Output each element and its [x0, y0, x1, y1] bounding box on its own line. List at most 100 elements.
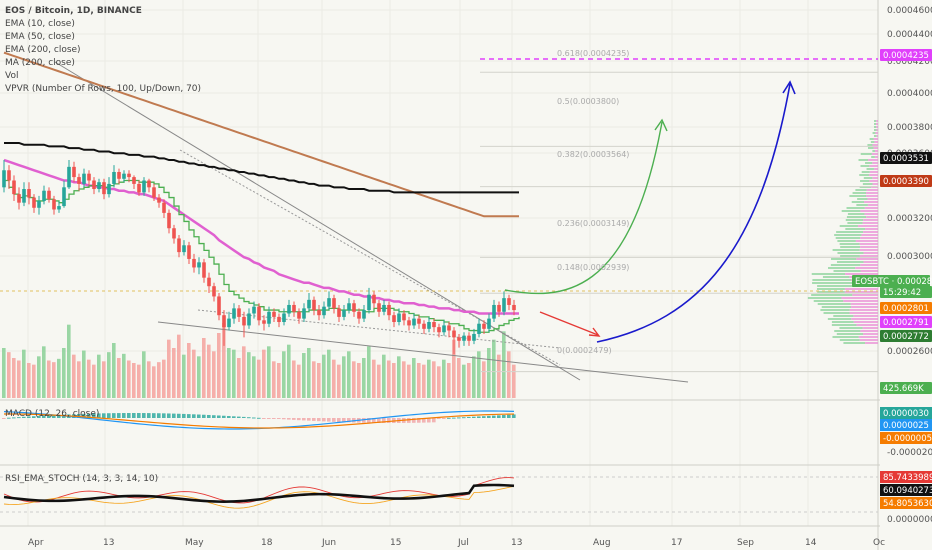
- vpvr-up: [851, 201, 865, 203]
- candle-body: [327, 298, 331, 307]
- vpvr-up: [860, 180, 870, 182]
- macd-hist-bar: [192, 414, 196, 418]
- price-badge-text: 0.0002772: [883, 332, 929, 342]
- vpvr-down: [841, 297, 878, 299]
- macd-hist-bar: [82, 413, 86, 418]
- macd-hist-bar: [502, 415, 506, 418]
- macd-hist-bar: [202, 414, 206, 418]
- price-tick: 0.00026000: [887, 347, 932, 357]
- candle-body: [287, 304, 291, 314]
- vpvr-up: [817, 291, 845, 293]
- vpvr-up: [874, 135, 877, 137]
- volume-bar: [277, 363, 281, 398]
- volume-bar: [347, 351, 351, 398]
- volume-bars: [2, 323, 516, 398]
- volume-bar: [412, 358, 416, 398]
- macd-hist-bar: [462, 417, 466, 419]
- volume-bar: [322, 354, 326, 398]
- time-tick: 18: [261, 538, 273, 548]
- price-tick: 0.00040000: [887, 89, 932, 99]
- vpvr-down: [863, 252, 878, 254]
- volume-bar: [52, 362, 56, 398]
- volume-bar: [287, 344, 291, 398]
- macd-hist-bar: [262, 418, 266, 419]
- candle-body: [252, 306, 256, 314]
- candles: [2, 160, 516, 355]
- vpvr-down: [855, 240, 878, 242]
- vpvr-down: [872, 162, 878, 164]
- vpvr-down: [863, 333, 878, 335]
- vpvr-down: [866, 189, 878, 191]
- volume-bar: [62, 348, 66, 398]
- volume-bar: [422, 364, 426, 398]
- macd-hist-bar: [142, 413, 146, 418]
- time-axis[interactable]: Apr 13 May 18 Jun 15 Jul 13 Aug 17 Sep 1…: [28, 538, 885, 548]
- candle-body: [142, 180, 146, 193]
- candle-body: [62, 187, 66, 207]
- macd-hist-bar: [177, 413, 181, 418]
- macd-badge-text: 0.0000030: [883, 409, 929, 419]
- candle-body: [402, 313, 406, 321]
- volume-bar: [42, 346, 46, 398]
- volume-bar: [302, 353, 306, 398]
- macd-title: MACD (12, 26, close): [5, 409, 99, 419]
- volume-bar: [377, 364, 381, 398]
- volume-bar: [272, 361, 276, 398]
- vpvr-down: [849, 312, 878, 314]
- volume-bar: [437, 366, 441, 398]
- candle-body: [82, 173, 86, 184]
- macd-hist-bar: [372, 418, 376, 423]
- vpvr-down: [869, 171, 878, 173]
- volume-bar: [337, 364, 341, 398]
- volume-bar: [142, 351, 146, 398]
- volume-bar: [242, 346, 246, 398]
- macd-hist-bar: [327, 418, 331, 422]
- macd-hist-bar: [427, 418, 431, 423]
- macd-hist-bar: [307, 418, 311, 421]
- rsi-tick: 0.0000000: [887, 515, 932, 525]
- fib-labels: 0.618(0.0004235) 0.5(0.0003800) 0.382(0.…: [557, 49, 629, 355]
- volume-bar: [152, 366, 156, 398]
- vpvr-down: [853, 315, 878, 317]
- grid: [0, 0, 878, 526]
- vpvr-up: [855, 189, 867, 191]
- volume-bar: [407, 364, 411, 398]
- vpvr-down: [865, 228, 878, 230]
- volume-bar: [77, 361, 81, 398]
- price-badge-text: 0.0003531: [883, 154, 929, 164]
- volume-bar: [447, 363, 451, 398]
- candle-body: [432, 322, 436, 328]
- vpvr-down: [865, 195, 878, 197]
- macd-badge-text: 0.0000025: [883, 421, 929, 431]
- volume-bar: [492, 339, 496, 398]
- vpvr-down: [853, 321, 878, 323]
- rsi-ema-line: [3, 483, 515, 503]
- macd-hist-bar: [337, 418, 341, 423]
- macd-badge: [880, 432, 932, 444]
- candle-body: [247, 313, 251, 326]
- vpvr-up: [847, 222, 863, 224]
- price-badge-text: 0.0002791: [883, 318, 929, 328]
- vpvr-up: [872, 150, 875, 152]
- vpvr-up: [845, 219, 864, 221]
- vpvr-up: [833, 315, 854, 317]
- vpvr-up: [856, 204, 868, 206]
- macd-hist-bar: [507, 414, 511, 418]
- macd-hist-bar: [92, 413, 96, 418]
- vpvr-up: [823, 312, 850, 314]
- rsi-badge: [880, 484, 932, 496]
- candle-body: [137, 183, 141, 193]
- candle-body: [322, 306, 326, 316]
- volume-bar: [387, 360, 391, 398]
- rsi-badge-text: 60.0940273: [883, 486, 932, 496]
- macd-hist-bar: [212, 415, 216, 418]
- volume-bar: [487, 348, 491, 398]
- price-axis[interactable]: 0.00046000 0.00044000 0.00042000 0.00040…: [887, 6, 932, 525]
- vpvr-up: [872, 132, 876, 134]
- vpvr-up: [807, 297, 842, 299]
- ema200-line: [3, 51, 519, 218]
- volume-bar: [372, 359, 376, 398]
- macd-hist-bar: [247, 417, 251, 419]
- candle-body: [147, 180, 151, 188]
